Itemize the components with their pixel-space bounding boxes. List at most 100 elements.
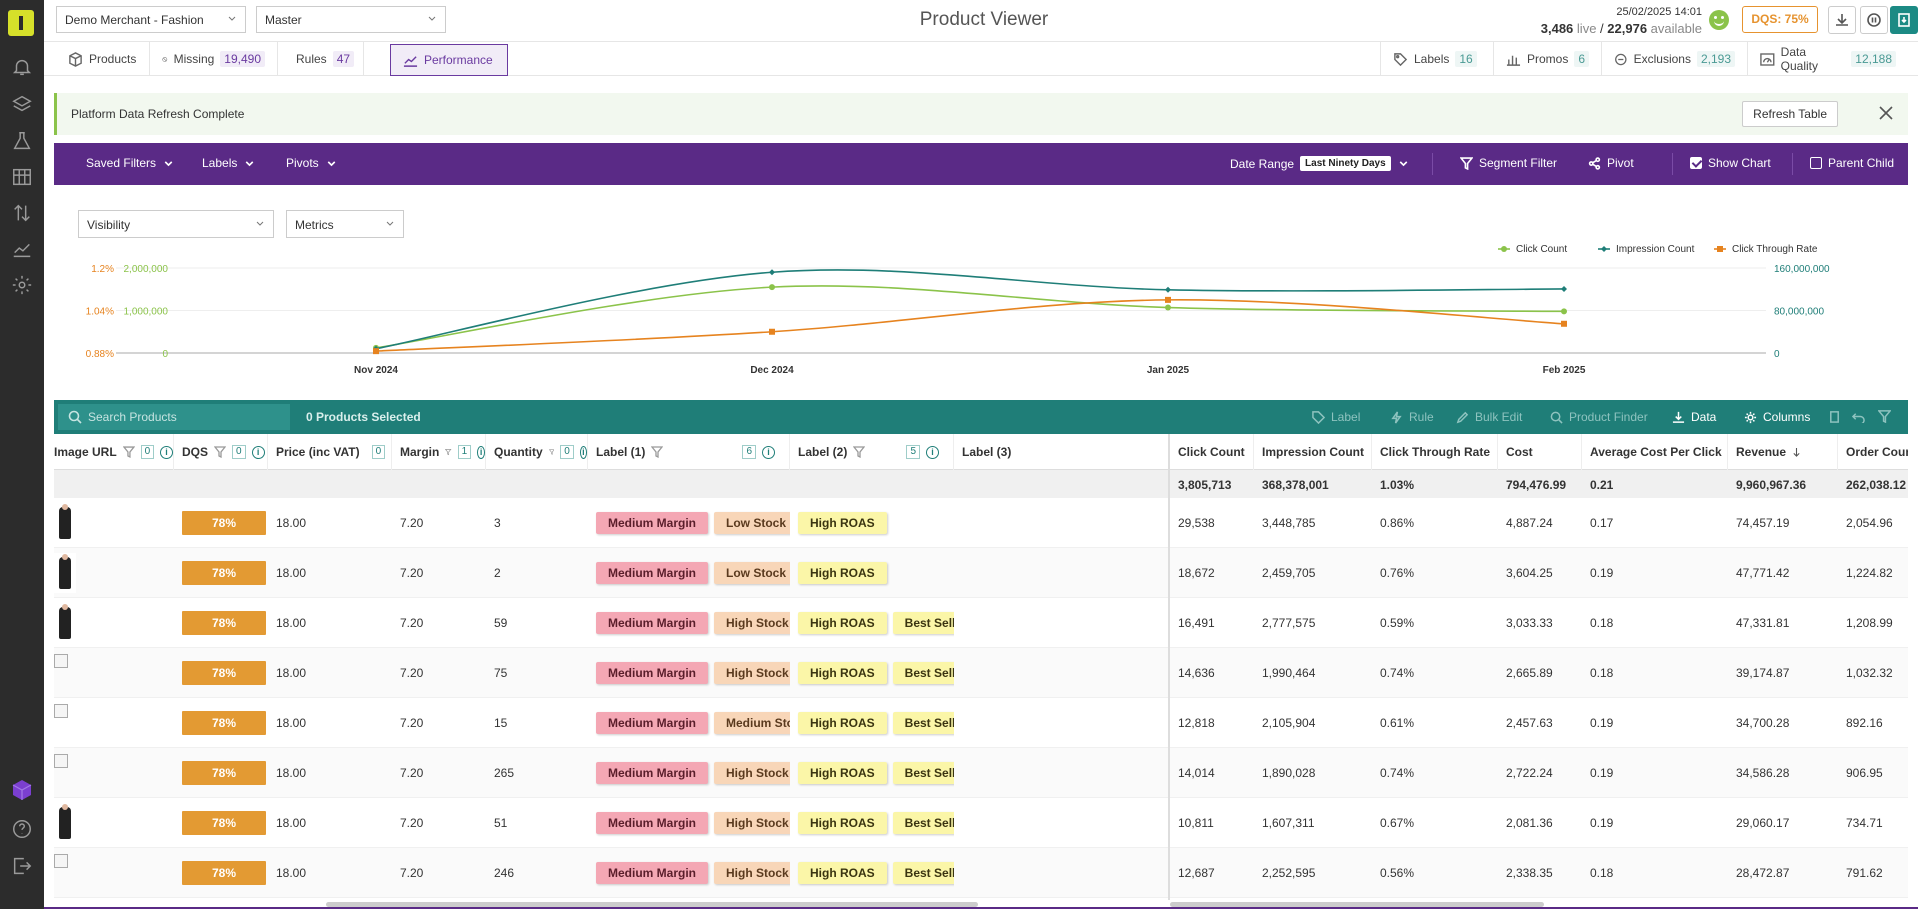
label-action-button[interactable]: Label	[1312, 410, 1360, 424]
left-horizontal-scrollbar[interactable]	[326, 902, 978, 907]
tab-data-quality[interactable]: Data Quality 12,188	[1748, 42, 1908, 76]
logo[interactable]	[8, 10, 34, 36]
product-thumbnail[interactable]	[54, 503, 76, 543]
label-chip[interactable]: Low Stock	[714, 512, 790, 534]
dqs-badge[interactable]: DQS: 75%	[1742, 6, 1818, 33]
label-chip[interactable]: Best Sellers	[892, 662, 954, 684]
filter-icon[interactable]	[214, 446, 227, 458]
labels-dropdown[interactable]: Labels	[202, 156, 256, 170]
label-chip[interactable]: High Stock	[714, 862, 790, 884]
label-chip[interactable]: High Stock	[714, 762, 790, 784]
column-header-cpc[interactable]: Average Cost Per Click	[1582, 434, 1728, 470]
date-range-select[interactable]: Date Range Last Ninety Days	[1230, 156, 1410, 171]
bulk-edit-button[interactable]: Bulk Edit	[1456, 410, 1522, 424]
bell-icon[interactable]	[11, 56, 33, 78]
label-chip[interactable]: Best Sellers	[892, 762, 954, 784]
label-chip[interactable]: Medium Margin	[596, 662, 709, 684]
filter-icon[interactable]	[853, 446, 866, 458]
tab-missing[interactable]: Missing 19,490	[150, 42, 278, 76]
data-download-button[interactable]: Data	[1672, 410, 1716, 424]
help-icon[interactable]	[11, 818, 33, 840]
info-icon[interactable]: i	[160, 445, 173, 459]
label-chip[interactable]: High ROAS	[798, 662, 887, 684]
table-row[interactable]: 78% 18.00 7.20 75 Medium Margin High Stock Hig…	[54, 648, 1908, 698]
filter-icon[interactable]	[651, 446, 664, 458]
product-thumbnail[interactable]	[54, 603, 76, 643]
sort-desc-icon[interactable]	[1792, 447, 1801, 458]
pause-button[interactable]	[1860, 6, 1888, 34]
download-button[interactable]	[1828, 6, 1856, 34]
label-chip[interactable]: High ROAS	[798, 762, 887, 784]
table-row[interactable]: 78% 18.00 7.20 59 Medium Margin High Stock Hig…	[54, 598, 1908, 648]
column-header-clicks[interactable]: Click Count	[1170, 434, 1254, 470]
table-row[interactable]: 78% 18.00 7.20 51 Medium Margin High Stock Hig…	[54, 798, 1908, 848]
columns-button[interactable]: Columns	[1744, 410, 1810, 424]
product-finder-button[interactable]: Product Finder	[1550, 410, 1648, 424]
layers-icon[interactable]	[11, 93, 33, 115]
label-chip[interactable]: Medium Margin	[596, 862, 709, 884]
column-header-margin[interactable]: Margin 1 i	[392, 434, 486, 470]
merchant-select[interactable]: Demo Merchant - Fashion	[56, 6, 246, 33]
table-row[interactable]: 78% 18.00 7.20 2 Medium Margin Low Stock High …	[54, 548, 1908, 598]
label-chip[interactable]: Best Sellers	[892, 862, 954, 884]
column-header-impressions[interactable]: Impression Count	[1254, 434, 1372, 470]
clear-filter-button[interactable]	[1878, 410, 1891, 423]
product-thumbnail[interactable]	[54, 553, 76, 593]
tab-rules[interactable]: Rules 47	[278, 42, 364, 76]
column-header-label2[interactable]: Label (2) 5 i	[790, 434, 954, 470]
label-chip[interactable]: High ROAS	[798, 512, 887, 534]
label-chip[interactable]: Medium Margin	[596, 612, 709, 634]
sort-icon[interactable]	[11, 202, 33, 224]
table-row[interactable]: 78% 18.00 7.20 265 Medium Margin High Stock Hi…	[54, 748, 1908, 798]
label-chip[interactable]: High ROAS	[798, 812, 887, 834]
parent-child-checkbox[interactable]	[1810, 157, 1822, 169]
column-header-quantity[interactable]: Quantity 0 i	[486, 434, 588, 470]
column-header-orders[interactable]: Order Count	[1838, 434, 1908, 470]
column-header-cost[interactable]: Cost	[1498, 434, 1582, 470]
show-chart-toggle[interactable]: Show Chart	[1690, 156, 1771, 170]
label-chip[interactable]: High Stock	[714, 662, 790, 684]
right-horizontal-scrollbar[interactable]	[1170, 902, 1544, 907]
metric-group-select[interactable]: Visibility	[78, 210, 274, 238]
clipboard-button[interactable]	[1828, 410, 1841, 423]
flask-icon[interactable]	[11, 130, 33, 152]
info-icon[interactable]: i	[477, 445, 485, 459]
label-chip[interactable]: Medium Margin	[596, 812, 709, 834]
column-header-dqs[interactable]: DQS 0 i	[174, 434, 268, 470]
label-chip[interactable]: Low Stock	[714, 562, 790, 584]
label-chip[interactable]: Medium Margin	[596, 762, 709, 784]
feed-select[interactable]: Master	[256, 6, 446, 33]
segment-filter-button[interactable]: Segment Filter	[1460, 156, 1557, 170]
label-chip[interactable]: Best Sellers	[892, 612, 954, 634]
info-icon[interactable]: i	[762, 445, 775, 459]
logout-icon[interactable]	[11, 855, 33, 877]
label-chip[interactable]: High ROAS	[798, 712, 887, 734]
filter-icon[interactable]	[122, 446, 135, 458]
label-chip[interactable]: High Stock	[714, 812, 790, 834]
saved-filters-dropdown[interactable]: Saved Filters	[86, 156, 175, 170]
broken-image-icon[interactable]	[54, 704, 68, 718]
tab-exclusions[interactable]: Exclusions 2,193	[1602, 42, 1748, 76]
label-chip[interactable]: Best Sellers	[892, 812, 954, 834]
metrics-select[interactable]: Metrics	[286, 210, 404, 238]
tab-products[interactable]: Products	[56, 42, 150, 76]
filter-icon[interactable]	[548, 446, 555, 458]
show-chart-checkbox[interactable]	[1690, 157, 1702, 169]
label-chip[interactable]: Medium Margin	[596, 712, 709, 734]
pivot-button[interactable]: Pivot	[1588, 156, 1634, 170]
pivots-dropdown[interactable]: Pivots	[286, 156, 338, 170]
label-chip[interactable]: Medium Margin	[596, 512, 709, 534]
label-chip[interactable]: High Stock	[714, 612, 790, 634]
label-chip[interactable]: High ROAS	[798, 862, 887, 884]
column-header-image[interactable]: Image URL 0 i	[54, 434, 174, 470]
info-icon[interactable]: i	[251, 445, 265, 459]
close-icon[interactable]	[1876, 103, 1896, 123]
column-header-revenue[interactable]: Revenue	[1728, 434, 1838, 470]
cube-icon[interactable]	[10, 778, 34, 802]
broken-image-icon[interactable]	[54, 854, 68, 868]
table-row[interactable]: 78% 18.00 7.20 3 Medium Margin Low Stock High …	[54, 498, 1908, 548]
info-icon[interactable]: i	[926, 445, 939, 459]
label-chip[interactable]: Medium Stock	[714, 712, 790, 734]
refresh-table-button[interactable]: Refresh Table	[1742, 101, 1838, 127]
